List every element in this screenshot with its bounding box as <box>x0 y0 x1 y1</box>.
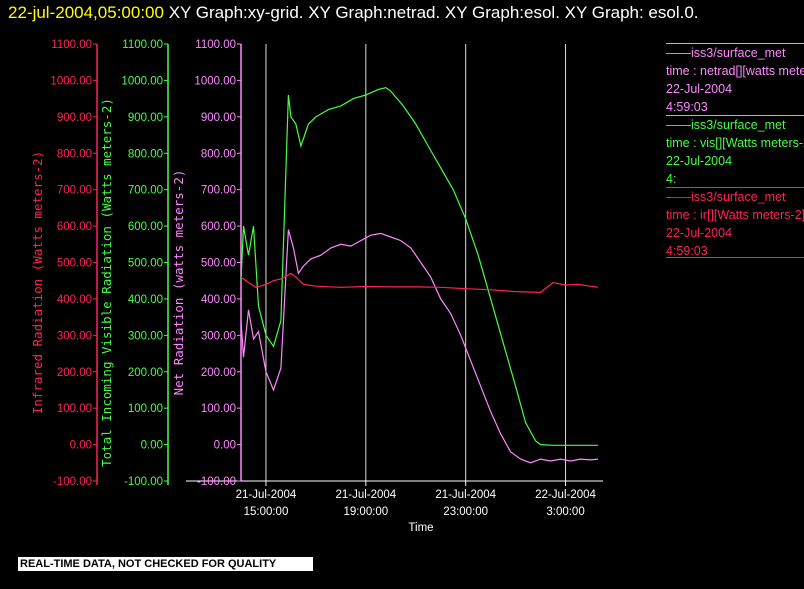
x-tick-time: 15:00:00 <box>244 506 289 518</box>
y-tick-label: 100.00 <box>201 403 236 415</box>
y-tick-label: 100.00 <box>128 403 163 415</box>
graph-title: 22-jul-2004,05:00:00 XY Graph:xy-grid. X… <box>8 2 798 23</box>
y-tick-label: 700.00 <box>201 185 236 197</box>
y-tick-label: 600.00 <box>128 221 163 233</box>
y-tick-label: 700.00 <box>57 185 92 197</box>
y-tick-label: 900.00 <box>57 112 92 124</box>
title-text: XY Graph:xy-grid. XY Graph:netrad. XY Gr… <box>168 3 699 22</box>
y-tick-label: 300.00 <box>57 330 92 342</box>
legend-end-separator <box>666 256 804 258</box>
y-tick-label: 600.00 <box>57 221 92 233</box>
legend-name: ——iss3/surface_met <box>666 118 786 132</box>
legend-name: ——iss3/surface_met <box>666 46 786 60</box>
y-axis-title: Total Incoming Visible Radiation (Watts … <box>99 98 114 467</box>
legend-separator <box>666 187 804 188</box>
y-tick-label: 500.00 <box>57 258 92 270</box>
legend-separator <box>666 115 804 116</box>
y-axis-title: Net Radiation (watts meters-2) <box>171 170 186 396</box>
legend-time: 4:59:03 <box>666 244 708 258</box>
title-timestamp: 22-jul-2004,05:00:00 <box>8 3 164 22</box>
y-tick-label: -100.00 <box>53 476 92 488</box>
legend-time: 4:59:03 <box>666 100 708 114</box>
y-tick-label: 800.00 <box>128 148 163 160</box>
x-tick-time: 19:00:00 <box>343 506 388 518</box>
y-tick-label: 300.00 <box>128 330 163 342</box>
y-tick-label: 1100.00 <box>195 39 236 51</box>
y-tick-label: 1000.00 <box>194 75 236 87</box>
x-axis-title: Time <box>408 522 433 534</box>
y-tick-label: 700.00 <box>128 185 163 197</box>
quality-banner: REAL-TIME DATA, NOT CHECKED FOR QUALITY <box>18 557 313 571</box>
x-tick-date: 22-Jul-2004 <box>535 489 596 501</box>
x-tick-date: 21-Jul-2004 <box>435 489 496 501</box>
y-tick-label: 200.00 <box>128 367 163 379</box>
y-tick-label: 100.00 <box>57 403 92 415</box>
y-tick-label: 800.00 <box>201 148 236 160</box>
legend-date: 22-Jul-2004 <box>666 154 733 168</box>
y-tick-label: 500.00 <box>201 258 236 270</box>
legend-date: 22-Jul-2004 <box>666 82 733 96</box>
y-tick-label: 0.00 <box>141 440 163 452</box>
y-tick-label: 400.00 <box>57 294 92 306</box>
legend-separator <box>666 43 804 44</box>
y-tick-label: 1100.00 <box>51 39 92 51</box>
series-line-netrad <box>240 229 599 464</box>
y-tick-label: 400.00 <box>201 294 236 306</box>
y-tick-label: 0.00 <box>70 440 92 452</box>
y-tick-label: 200.00 <box>57 367 92 379</box>
y-tick-label: 300.00 <box>201 330 236 342</box>
x-tick-time: 23:00:00 <box>443 506 488 518</box>
y-tick-label: 1000.00 <box>121 75 163 87</box>
y-tick-label: 900.00 <box>201 112 236 124</box>
y-tick-label: 400.00 <box>128 294 163 306</box>
y-tick-label: -100.00 <box>197 476 236 488</box>
series-line-ir <box>240 272 599 294</box>
y-tick-label: 500.00 <box>128 258 163 270</box>
series-line-vis <box>240 87 598 446</box>
legend-time: 4: <box>666 172 677 186</box>
y-tick-label: 1100.00 <box>122 39 163 51</box>
y-axis-title: Infrared Radiation (Watts meters-2) <box>30 151 45 414</box>
legend-var: time : netrad[][watts meters-2] <box>666 64 804 78</box>
legend-var: time : ir[][Watts meters-2] <box>666 208 804 222</box>
legend-var: time : vis[][Watts meters-2] <box>666 136 804 150</box>
x-tick-time: 3:00:00 <box>546 506 584 518</box>
y-tick-label: 200.00 <box>201 367 236 379</box>
y-tick-label: -100.00 <box>124 476 163 488</box>
y-tick-label: 600.00 <box>201 221 236 233</box>
legend-date: 22-Jul-2004 <box>666 226 733 240</box>
legend-name: ——iss3/surface_met <box>666 190 786 204</box>
x-tick-date: 21-Jul-2004 <box>236 489 297 501</box>
y-tick-label: 0.00 <box>214 440 236 452</box>
y-tick-label: 1000.00 <box>50 75 92 87</box>
y-tick-label: 900.00 <box>128 112 163 124</box>
y-tick-label: 800.00 <box>57 148 92 160</box>
x-tick-date: 21-Jul-2004 <box>335 489 396 501</box>
